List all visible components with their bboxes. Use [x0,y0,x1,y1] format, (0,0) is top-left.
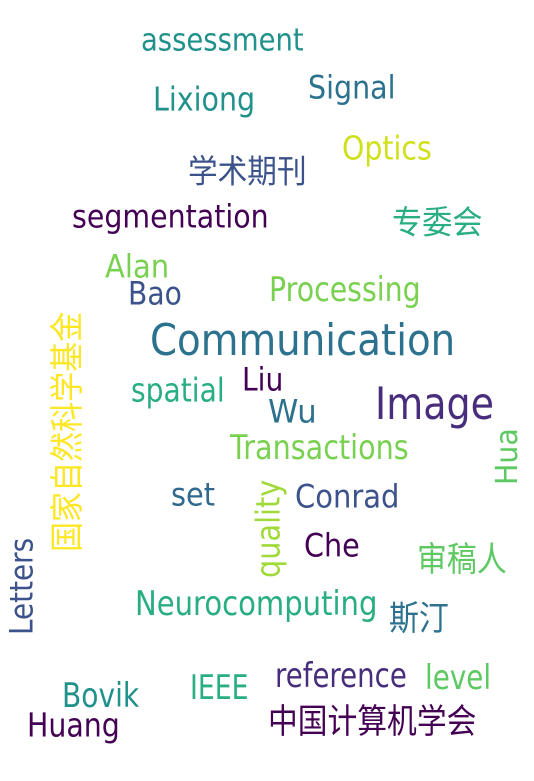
word-alan: Alan [105,247,170,286]
word-huang: Huang [27,705,120,745]
word-transactions: Transactions [230,428,409,469]
word-che: Che [304,526,360,565]
word-quality: quality [248,479,288,578]
word-academic-journal: 学术期刊 [188,152,307,191]
word-optics: Optics [342,128,432,168]
word-letters: Letters [2,537,41,635]
word-processing: Processing [269,270,421,311]
word-wu: Wu [268,392,317,431]
word-conrad: Conrad [295,477,400,516]
word-assessment: assessment [141,22,304,59]
word-segmentation: segmentation [72,197,269,236]
word-lixiong: Lixiong [153,79,256,119]
word-nsfc: 国家自然科学基金 [48,311,89,552]
word-neurocomputing: Neurocomputing [135,584,378,625]
word-bao: Bao [128,274,182,313]
word-ieee: IEEE [190,668,249,709]
word-ccf: 中国计算机学会 [268,702,477,743]
word-hua: Hua [489,428,526,485]
word-signal: Signal [308,68,396,107]
word-reviewer: 审稿人 [417,540,507,581]
word-communication: Communication [150,315,456,367]
word-reference: reference [275,656,407,697]
word-siting: 斯汀 [389,599,449,640]
word-set: set [171,475,216,514]
word-level: level [425,658,492,699]
word-image: Image [375,378,494,431]
word-liu: Liu [242,360,284,399]
word-spatial: spatial [131,370,225,410]
word-special-committee: 专委会 [392,203,483,242]
word-bovik: Bovik [62,676,140,717]
